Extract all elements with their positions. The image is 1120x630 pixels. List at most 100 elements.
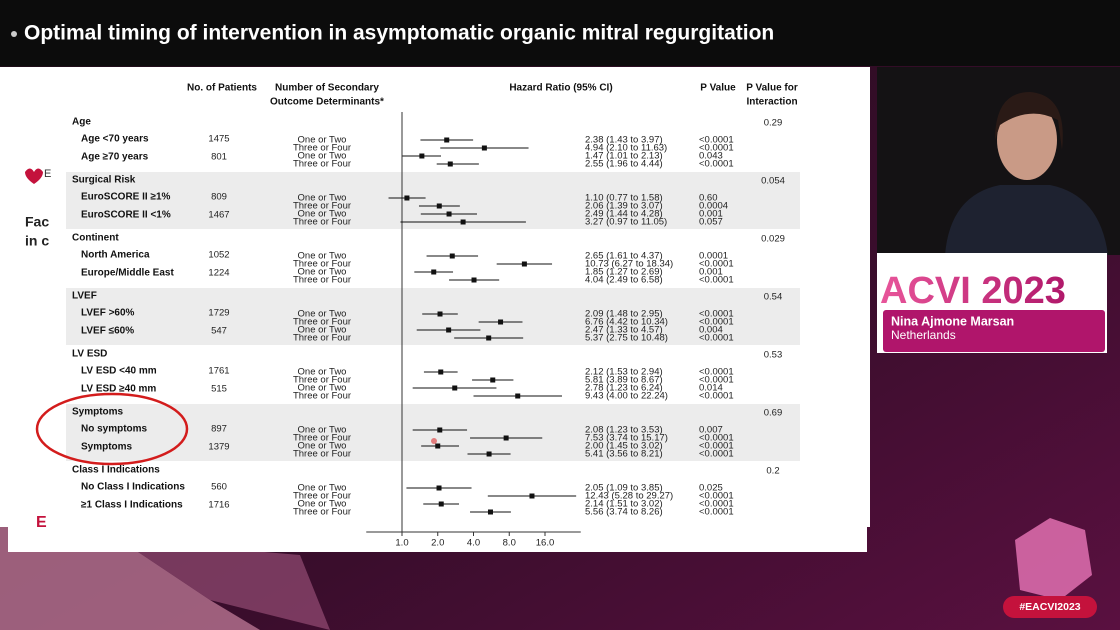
row-label: No Class I Indications [81,482,185,493]
hr-marker [487,509,493,515]
p-value: 0.025 [699,483,723,494]
p-value: 0.043 [699,151,723,162]
interaction-p: 0.054 [761,176,785,187]
x-tick-label: 16.0 [536,538,555,549]
x-tick-label: 2.0 [431,538,444,549]
determinants: One or Two [298,441,347,452]
determinants: Three or Four [293,259,351,270]
hr-label: 5.41 (3.56 to 8.21) [585,449,663,460]
x-tick-label: 8.0 [503,538,516,549]
p-value: <0.0001 [699,499,734,510]
decor [120,540,330,630]
hr-marker [436,203,442,209]
p-value: <0.0001 [699,507,734,518]
hr-marker [498,319,504,325]
hr-marker [431,269,437,275]
row-label: North America [81,250,150,261]
hr-label: 2.00 (1.45 to 3.02) [585,441,663,452]
p-value: 0.001 [699,267,723,278]
column-header: Number of Secondary [275,83,379,94]
p-value: <0.0001 [699,391,734,402]
hr-label: 2.49 (1.44 to 4.28) [585,209,663,220]
hr-marker [438,501,444,507]
patients: 1052 [208,250,229,261]
hr-label: 2.55 (1.96 to 4.44) [585,159,663,170]
determinants: Three or Four [293,143,351,154]
hr-label: 9.43 (4.00 to 22.24) [585,391,668,402]
group-label: Class I Indications [72,465,160,476]
determinants: Three or Four [293,159,351,170]
column-header: Hazard Ratio (95% CI) [509,83,612,94]
p-value: <0.0001 [699,259,734,270]
hr-marker [481,145,487,151]
determinants: Three or Four [293,317,351,328]
p-value: <0.0001 [699,333,734,344]
hr-label: 2.65 (1.61 to 4.37) [585,251,663,262]
determinants: One or Two [298,251,347,262]
p-value: <0.0001 [699,449,734,460]
p-value: 0.057 [699,217,723,228]
speaker-hair [995,92,1063,150]
row-label: EuroSCORE II <1% [81,210,171,221]
p-value: 0.014 [699,383,723,394]
hr-marker [529,493,535,499]
patients: 1379 [208,442,229,453]
column-header: P Value for [746,83,798,94]
hr-label: 10.73 (6.27 to 18.34) [585,259,673,270]
determinants: One or Two [298,267,347,278]
determinants: One or Two [298,367,347,378]
hr-marker [452,385,458,391]
x-tick-label: 4.0 [467,538,480,549]
p-value: <0.0001 [699,375,734,386]
interaction-p: 0.029 [761,234,785,245]
hr-label: 2.38 (1.43 to 3.97) [585,135,663,146]
patients: 1224 [208,268,229,279]
slide-fragment: E [44,168,51,180]
column-header: P Value [700,83,736,94]
hr-label: 4.04 (2.49 to 6.58) [585,275,663,286]
determinants: One or Two [298,209,347,220]
hr-label: 1.47 (1.01 to 2.13) [585,151,663,162]
hr-marker [446,211,452,217]
interaction-p: 0.29 [764,118,783,129]
hr-marker [437,427,443,433]
hr-marker [490,377,496,383]
hr-marker [419,153,425,159]
hr-label: 2.05 (1.09 to 3.85) [585,483,663,494]
hr-marker [446,327,452,333]
hashtag-badge [1003,596,1097,618]
header-bar [0,0,1120,66]
p-value: <0.0001 [699,441,734,452]
p-value: 0.0001 [699,251,728,262]
patients: 809 [211,192,227,203]
p-value: <0.0001 [699,317,734,328]
hashtag: #EACVI2023 [1019,601,1080,613]
determinants: One or Two [298,325,347,336]
patients: 515 [211,384,227,395]
p-value: 0.004 [699,325,723,336]
hr-label: 2.08 (1.23 to 3.53) [585,425,663,436]
hr-label: 2.78 (1.23 to 6.24) [585,383,663,394]
hr-marker [460,219,466,225]
row-label: EuroSCORE II ≥1% [81,192,171,203]
patients: 1729 [208,308,229,319]
determinants: Three or Four [293,275,351,286]
determinants: Three or Four [293,507,351,518]
determinants: Three or Four [293,201,351,212]
patients: 560 [211,482,227,493]
group-label: Surgical Risk [72,175,136,186]
p-value: 0.001 [699,209,723,220]
determinants: One or Two [298,135,347,146]
determinants: Three or Four [293,375,351,386]
hr-label: 4.94 (2.10 to 11.63) [585,143,667,154]
speaker-name: Nina Ajmone Marsan [891,314,1014,328]
p-value: <0.0001 [699,309,734,320]
hr-label: 2.12 (1.53 to 2.94) [585,367,663,378]
row-label: LVEF >60% [81,308,135,319]
decor [1015,518,1092,600]
hr-label: 1.10 (0.77 to 1.58) [585,193,663,204]
column-header: Outcome Determinants* [270,97,384,108]
determinants: One or Two [298,193,347,204]
